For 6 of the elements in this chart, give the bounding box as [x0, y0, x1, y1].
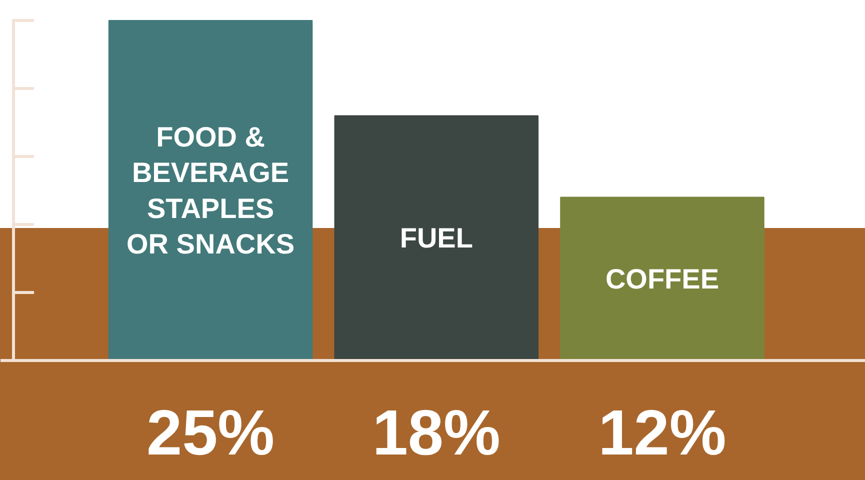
data-label: 25%	[146, 396, 275, 468]
x-tick-label: COFFEE	[605, 263, 720, 294]
data-label: 18%	[372, 396, 500, 468]
data-label: 12%	[598, 396, 726, 468]
x-tick-label: FUEL	[400, 222, 473, 254]
x-tick-label: FOOD & BEVERAGE STAPLES OR SNACKS	[126, 122, 295, 260]
